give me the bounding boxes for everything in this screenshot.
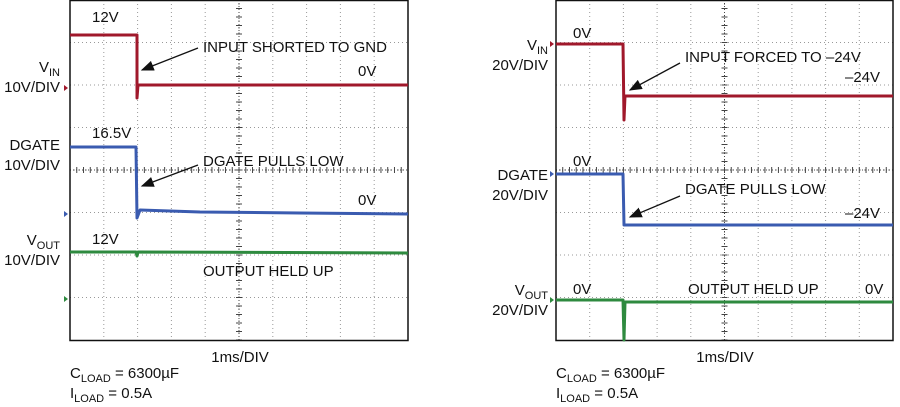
- channel-label: DGATE: [497, 167, 548, 184]
- channel-label: VIN: [39, 59, 60, 79]
- annotation: –24V: [845, 205, 880, 222]
- label-sub: OUT: [525, 290, 549, 302]
- label-sub: IN: [49, 67, 60, 79]
- trace: [70, 250, 409, 258]
- channel-marker: [64, 296, 68, 302]
- label-sub: LOAD: [81, 373, 111, 385]
- channel-marker: [64, 211, 68, 217]
- annotation: 0V: [573, 281, 591, 298]
- annotation: OUTPUT HELD UP: [203, 263, 334, 280]
- timebase: 1ms/DIV: [696, 349, 754, 366]
- channel-label: VOUT: [515, 282, 549, 302]
- note: CLOAD = 6300µF: [556, 365, 665, 385]
- label-main: C: [70, 365, 81, 382]
- timebase: 1ms/DIV: [211, 349, 269, 366]
- label-main: V: [527, 37, 537, 54]
- channel-label: DGATE: [9, 137, 60, 154]
- annotation: 12V: [92, 9, 119, 26]
- label-main: V: [515, 282, 525, 299]
- annotation: 0V: [358, 63, 376, 80]
- arrow: [140, 164, 199, 187]
- channel-label: VOUT: [27, 232, 61, 252]
- channel-scale: 20V/DIV: [492, 187, 548, 204]
- label-sub: LOAD: [560, 393, 590, 405]
- label-sub: OUT: [37, 240, 61, 252]
- channel-scale: 10V/DIV: [4, 79, 60, 96]
- note: ILOAD = 0.5A: [70, 385, 152, 405]
- annotation: 0V: [573, 153, 591, 170]
- annotation: 0V: [573, 25, 591, 42]
- trace: [70, 145, 409, 220]
- annotation: INPUT FORCED TO –24V: [685, 49, 861, 66]
- scope-frame: [69, 0, 409, 342]
- label-main: I: [70, 385, 74, 402]
- annotation: 0V: [358, 192, 376, 209]
- arrow: [628, 62, 681, 91]
- trace: [556, 298, 893, 342]
- note: CLOAD = 6300µF: [70, 365, 179, 385]
- note-rest: = 6300µF: [111, 365, 179, 382]
- note-rest: = 0.5A: [104, 385, 152, 402]
- channel-scale: 10V/DIV: [4, 157, 60, 174]
- note-rest: = 0.5A: [590, 385, 638, 402]
- note: ILOAD = 0.5A: [556, 385, 638, 405]
- channel-label: VIN: [527, 37, 548, 57]
- channel-scale: 10V/DIV: [4, 252, 60, 269]
- annotation: INPUT SHORTED TO GND: [203, 39, 387, 56]
- label-main: V: [27, 232, 37, 249]
- scope-frame: [555, 0, 894, 342]
- annotation: 0V: [865, 281, 883, 298]
- annotation: 12V: [92, 231, 119, 248]
- label-sub: IN: [537, 45, 548, 57]
- arrow: [628, 195, 681, 218]
- arrow: [140, 47, 199, 71]
- channel-scale: 20V/DIV: [492, 302, 548, 319]
- annotation: –24V: [845, 69, 880, 86]
- label-main: DGATE: [497, 167, 548, 184]
- annotation: 16.5V: [92, 125, 131, 142]
- trace: [556, 42, 893, 122]
- annotation: DGATE PULLS LOW: [685, 181, 826, 198]
- label-main: V: [39, 59, 49, 76]
- label-main: C: [556, 365, 567, 382]
- label-sub: LOAD: [74, 393, 104, 405]
- trace: [70, 33, 408, 100]
- note-rest: = 6300µF: [597, 365, 665, 382]
- channel-marker: [550, 41, 554, 47]
- label-sub: LOAD: [567, 373, 597, 385]
- annotation: OUTPUT HELD UP: [688, 281, 819, 298]
- label-main: DGATE: [9, 137, 60, 154]
- channel-marker: [550, 297, 554, 303]
- annotation: DGATE PULLS LOW: [203, 153, 344, 170]
- channel-marker: [64, 85, 68, 91]
- trace: [556, 172, 893, 227]
- channel-marker: [550, 171, 554, 177]
- label-main: I: [556, 385, 560, 402]
- channel-scale: 20V/DIV: [492, 57, 548, 74]
